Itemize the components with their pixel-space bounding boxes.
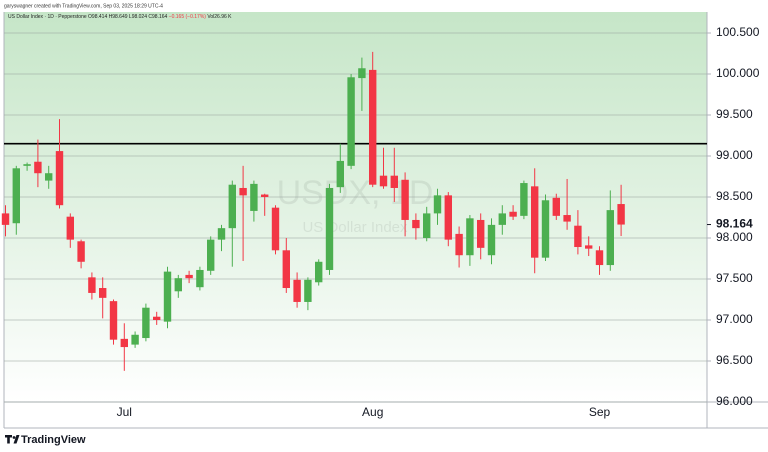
watermark: USDX, 1D [277, 174, 434, 212]
legend-change: −0.165 (−0.17%) [169, 14, 207, 20]
candle-body [595, 250, 604, 266]
candle-body [120, 338, 128, 348]
candle-body [99, 288, 107, 298]
logo-dot [12, 436, 16, 439]
legend-volume: Vol26.96 K [207, 14, 232, 20]
candle-body [379, 175, 388, 187]
candle-body [207, 239, 215, 271]
candle-body [261, 194, 269, 197]
last-price-label: 98.164 [716, 217, 753, 231]
legend-close: C98.164 [148, 14, 167, 20]
candle-body [347, 77, 355, 166]
watermark-subtitle: US Dollar Index [302, 219, 408, 236]
candle-body [509, 211, 517, 217]
candle-body [552, 197, 560, 216]
candle-body [250, 183, 258, 211]
candle-body [228, 184, 236, 229]
x-tick-label: Sep [589, 405, 611, 419]
candle-body [12, 168, 20, 224]
candle-body [358, 68, 366, 79]
plot-background [4, 12, 707, 402]
candle-body [66, 216, 74, 240]
y-tick-label: 96.500 [716, 353, 753, 367]
candle-body [401, 179, 409, 220]
y-tick-label: 98.000 [716, 230, 753, 244]
candle-body [1, 213, 10, 225]
header: garyswagner created with TradingView.com… [4, 3, 163, 9]
legend-high: H98.649 [109, 14, 128, 20]
candle-body [617, 204, 625, 225]
candle-body [423, 213, 431, 238]
candle-body [531, 186, 539, 258]
candles [1, 51, 625, 371]
y-tick-label: 100.500 [716, 25, 760, 39]
candle-body [585, 245, 593, 249]
candle-body [477, 219, 485, 248]
candle-body [88, 277, 96, 293]
candle-body [412, 219, 420, 229]
candle-body [487, 224, 496, 256]
candle-body [45, 173, 53, 181]
y-tick-label: 98.500 [716, 189, 753, 203]
y-tick-label: 97.000 [716, 312, 753, 326]
candle-body [163, 271, 172, 322]
x-tick-label: Aug [362, 405, 383, 419]
candle-body [304, 279, 312, 302]
candle-body [563, 215, 571, 222]
candle-body [455, 233, 463, 256]
candle-body [185, 274, 193, 279]
candle-body [466, 218, 474, 256]
logo-slash [13, 435, 20, 444]
x-tick-label: Jul [117, 405, 132, 419]
candle-body [196, 269, 204, 288]
candle-body [77, 241, 85, 262]
candle-body [444, 195, 452, 240]
candle-body [109, 301, 118, 340]
y-tick-label: 100.000 [716, 66, 760, 80]
candle-body [217, 228, 226, 240]
legend-low: L98.024 [129, 14, 147, 20]
footer-logo: TradingView [5, 434, 86, 446]
y-tick-label: 99.500 [716, 107, 753, 121]
candle-body [282, 250, 290, 289]
y-tick-label: 97.500 [716, 271, 753, 285]
candle-body [336, 160, 344, 188]
candle-body [390, 175, 398, 188]
candle-body [369, 69, 377, 185]
candle-body [293, 279, 301, 302]
y-tick-label: 96.000 [716, 394, 753, 408]
candle-body [131, 334, 139, 345]
candle-body [606, 210, 614, 266]
candle-body [142, 307, 150, 339]
logo-icon [5, 435, 12, 444]
candle-body [433, 195, 442, 214]
candle-body [271, 207, 280, 251]
legend-symbol: US Dollar Index · 1D · Pepperstone [8, 14, 87, 20]
candle-body [520, 183, 528, 216]
candle-body [34, 161, 42, 174]
candle-body [325, 187, 334, 270]
grid [4, 32, 707, 403]
candle-body [498, 213, 506, 225]
footer: TradingView [21, 434, 86, 446]
legend: US Dollar Index · 1D · Pepperstone O98.4… [8, 14, 232, 20]
candle-body [541, 200, 550, 258]
candle-body [574, 225, 582, 248]
y-tick-label: 99.000 [716, 148, 753, 162]
candle-body [55, 151, 64, 206]
candle-body [239, 187, 247, 196]
candle-body [315, 261, 323, 283]
legend-open: O98.414 [88, 14, 107, 20]
candle-body [23, 164, 31, 166]
candle-body [174, 278, 182, 292]
candle-body [153, 316, 161, 320]
